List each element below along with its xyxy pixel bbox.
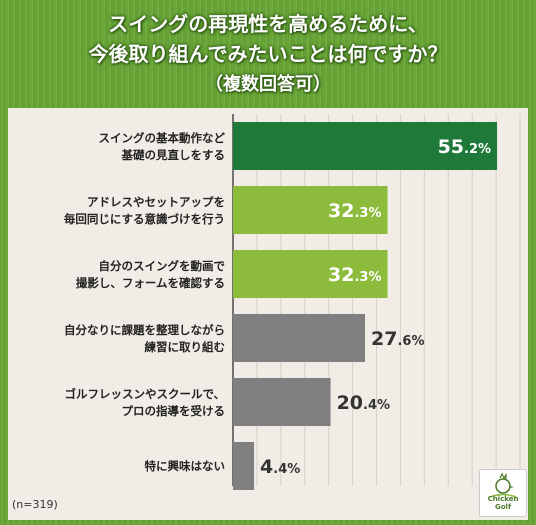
category-label: ゴルフレッスンやスクールで、 [64, 387, 225, 401]
category-label: 毎回同じにする意識づけを行う [64, 212, 225, 226]
sample-size-note: (n=319) [12, 498, 58, 511]
logo-line-1: Chicken [487, 495, 519, 503]
chart-panel: スイングの基本動作など基礎の見直しをする 55.2% アドレスやセットアップを毎回同… [8, 108, 528, 520]
bar [233, 186, 388, 234]
category-label: 自分なりに課題を整理しながら [64, 323, 225, 337]
category-label: 撮影し、フォームを確認する [76, 276, 225, 290]
bar [233, 122, 498, 170]
logo-text: Chicken Golf [480, 495, 526, 511]
value-label: 55.2% [438, 136, 491, 158]
category-label: プロの指導を受ける [122, 404, 226, 418]
bar [233, 442, 255, 490]
bar [233, 314, 366, 362]
title-line-3: （複数回答可） [205, 74, 331, 95]
chicken-golf-logo: Chicken Golf [479, 469, 527, 517]
value-label: 20.4% [337, 392, 390, 414]
category-label: 特に興味はない [145, 459, 226, 473]
chicken-icon [489, 472, 517, 498]
category-label: 自分のスイングを動画で [99, 259, 226, 273]
title-line-2: 今後取り組んでみたいことは何ですか？ [88, 42, 448, 66]
logo-line-2: Golf [495, 503, 511, 511]
value-label: 32.3% [328, 200, 381, 222]
category-label: 練習に取り組む [145, 340, 226, 354]
title-line-1: スイングの再現性を高めるために、 [108, 12, 428, 36]
value-label: 27.6% [371, 328, 424, 350]
category-label: 基礎の見直しをする [121, 148, 226, 162]
bar [233, 378, 331, 426]
value-label: 4.4% [260, 456, 300, 478]
header: スイングの再現性を高めるために、 今後取り組んでみたいことは何ですか？ （複数回… [0, 0, 536, 110]
value-label: 32.3% [328, 264, 381, 286]
bar [233, 250, 388, 298]
category-label: スイングの基本動作など [99, 131, 226, 145]
category-label: アドレスやセットアップを [87, 195, 225, 209]
